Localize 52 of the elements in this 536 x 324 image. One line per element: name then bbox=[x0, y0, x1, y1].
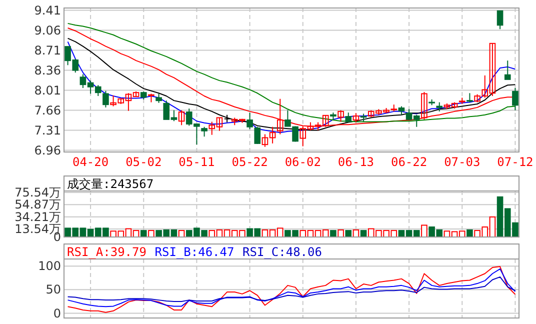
text: RSI_B:46.47 bbox=[154, 245, 234, 259]
text: RSI_C:48.06 bbox=[242, 245, 322, 259]
bar bbox=[421, 224, 428, 238]
candlestick bbox=[496, 10, 504, 30]
x-tick-label: 05-02 bbox=[126, 155, 162, 169]
y-tick-label: 8.36 bbox=[34, 63, 61, 78]
y-tick-label: 0 bbox=[53, 306, 61, 320]
bar bbox=[140, 230, 147, 238]
line-series bbox=[67, 276, 516, 302]
x-tick-label: 05-11 bbox=[178, 155, 215, 169]
line-series bbox=[67, 266, 516, 313]
chart-title: 成交量:243567 bbox=[67, 177, 154, 191]
x-tick-label: 05-22 bbox=[232, 155, 268, 169]
y-tick-label: 7.31 bbox=[34, 123, 61, 138]
x-tick-label: 04-20 bbox=[72, 155, 109, 169]
candlestick bbox=[421, 92, 428, 120]
bar bbox=[466, 229, 473, 238]
candlestick bbox=[338, 110, 344, 122]
candlestick bbox=[246, 112, 253, 130]
x-tick-label: 07-12 bbox=[497, 155, 534, 169]
candlestick bbox=[345, 112, 352, 122]
y-tick-label: 54.87万 bbox=[14, 198, 61, 212]
y-tick-label: 9.41 bbox=[34, 3, 61, 18]
bar bbox=[148, 230, 154, 238]
candlestick bbox=[178, 110, 185, 126]
candlestick bbox=[436, 102, 443, 112]
x-tick-label: 07-03 bbox=[444, 155, 480, 169]
y-tick-label: 8.71 bbox=[34, 43, 61, 58]
y-tick-label: 100 bbox=[38, 259, 61, 274]
bar bbox=[330, 230, 336, 238]
candlestick bbox=[352, 112, 360, 123]
y-tick-label: 8.01 bbox=[34, 83, 61, 98]
bar bbox=[338, 229, 344, 238]
x-tick-label: 06-22 bbox=[390, 155, 428, 169]
x-tick-label: 06-02 bbox=[284, 155, 321, 169]
y-tick-label: 50 bbox=[46, 282, 61, 297]
text: RSI_A:39.79 bbox=[67, 245, 146, 259]
y-tick-label: 75.54万 bbox=[14, 185, 61, 200]
y-tick-label: 34.21万 bbox=[14, 210, 61, 224]
candlestick bbox=[201, 126, 208, 138]
candlestick bbox=[504, 60, 511, 80]
candlestick bbox=[512, 88, 518, 111]
candlestick bbox=[466, 92, 473, 103]
x-tick-label: 06-13 bbox=[338, 155, 374, 169]
candlestick bbox=[102, 90, 109, 108]
candlestick bbox=[254, 126, 261, 144]
candlestick bbox=[156, 93, 162, 104]
bar bbox=[345, 230, 352, 238]
y-tick-label: 9.06 bbox=[34, 23, 61, 38]
line-series bbox=[67, 268, 516, 308]
y-tick-label: 7.66 bbox=[34, 103, 61, 118]
y-tick-label: 6.96 bbox=[34, 143, 61, 158]
